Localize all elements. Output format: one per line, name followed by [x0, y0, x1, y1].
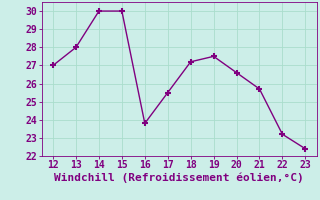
X-axis label: Windchill (Refroidissement éolien,°C): Windchill (Refroidissement éolien,°C) [54, 173, 304, 183]
